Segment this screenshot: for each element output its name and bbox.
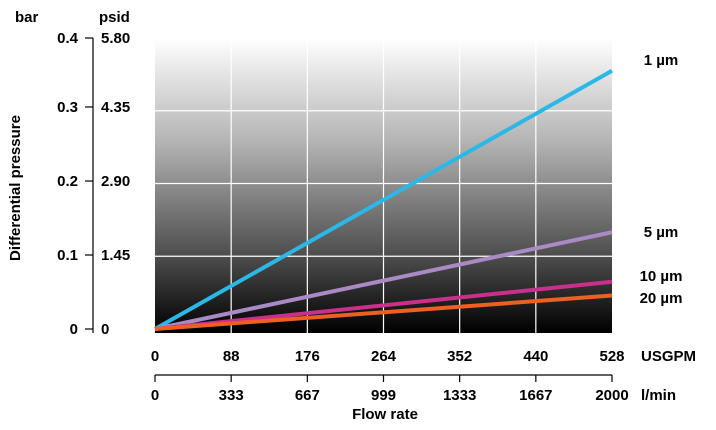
- y-tick-label-psid: 0: [101, 321, 109, 338]
- y-tick-label-bar: 0.4: [57, 30, 79, 47]
- x-tick-label-lmin: 333: [219, 387, 244, 404]
- x-unit-lmin: l/min: [641, 387, 676, 404]
- x-tick-label-lmin: 999: [371, 387, 396, 404]
- x-tick-label-lmin: 667: [295, 387, 320, 404]
- x-tick-label-usgpm: 0: [151, 348, 159, 365]
- x-tick-label-usgpm: 176: [295, 348, 320, 365]
- y-unit-bar: bar: [15, 9, 39, 26]
- y-tick-label-bar: 0.1: [57, 247, 78, 264]
- series-lines: [154, 68, 613, 331]
- x-tick-labels-lmin: 0 333 667 999 1333 1667 2000: [151, 387, 629, 404]
- x-tick-label-usgpm: 264: [371, 348, 397, 365]
- y-tick-label-psid: 2.90: [101, 173, 130, 190]
- x-tick-label-usgpm: 440: [523, 348, 548, 365]
- series-line: [154, 68, 613, 331]
- x-tick-label-usgpm: 352: [447, 348, 472, 365]
- y-tick-label-bar: 0: [70, 321, 78, 338]
- y-tick-labels: 0 0.1 0.2 0.3 0.4 0 1.45 2.90 4.35 5.80: [57, 30, 130, 338]
- series-label: 1 µm: [644, 52, 679, 69]
- x-unit-usgpm: USGPM: [641, 348, 696, 365]
- x-tick-label-usgpm: 88: [223, 348, 240, 365]
- y-tick-label-psid: 5.80: [101, 30, 130, 47]
- grid: [155, 38, 612, 333]
- x-axis-ticks: [154, 375, 613, 382]
- x-tick-label-lmin: 0: [151, 387, 159, 404]
- series-label: 10 µm: [640, 268, 683, 285]
- x-axis-title: Flow rate: [352, 406, 418, 423]
- y-tick-label-psid: 1.45: [101, 247, 130, 264]
- y-tick-label-bar: 0.3: [57, 99, 78, 116]
- x-tick-label-lmin: 2000: [595, 387, 628, 404]
- series-line: [154, 230, 613, 331]
- y-axis: [85, 37, 94, 333]
- series-label: 20 µm: [640, 290, 683, 307]
- y-unit-psid: psid: [99, 9, 130, 26]
- x-tick-label-usgpm: 528: [599, 348, 624, 365]
- y-axis-title: Differential pressure: [7, 115, 24, 261]
- series-label: 5 µm: [644, 224, 679, 241]
- x-tick-labels-usgpm: 0 88 176 264 352 440 528: [151, 348, 625, 365]
- x-tick-label-lmin: 1333: [443, 387, 476, 404]
- y-tick-label-psid: 4.35: [101, 99, 130, 116]
- series-line: [154, 293, 613, 331]
- x-tick-label-lmin: 1667: [519, 387, 552, 404]
- series-labels: 1 µm 5 µm 10 µm 20 µm: [640, 52, 683, 307]
- y-tick-label-bar: 0.2: [57, 173, 78, 190]
- series-line: [154, 279, 613, 331]
